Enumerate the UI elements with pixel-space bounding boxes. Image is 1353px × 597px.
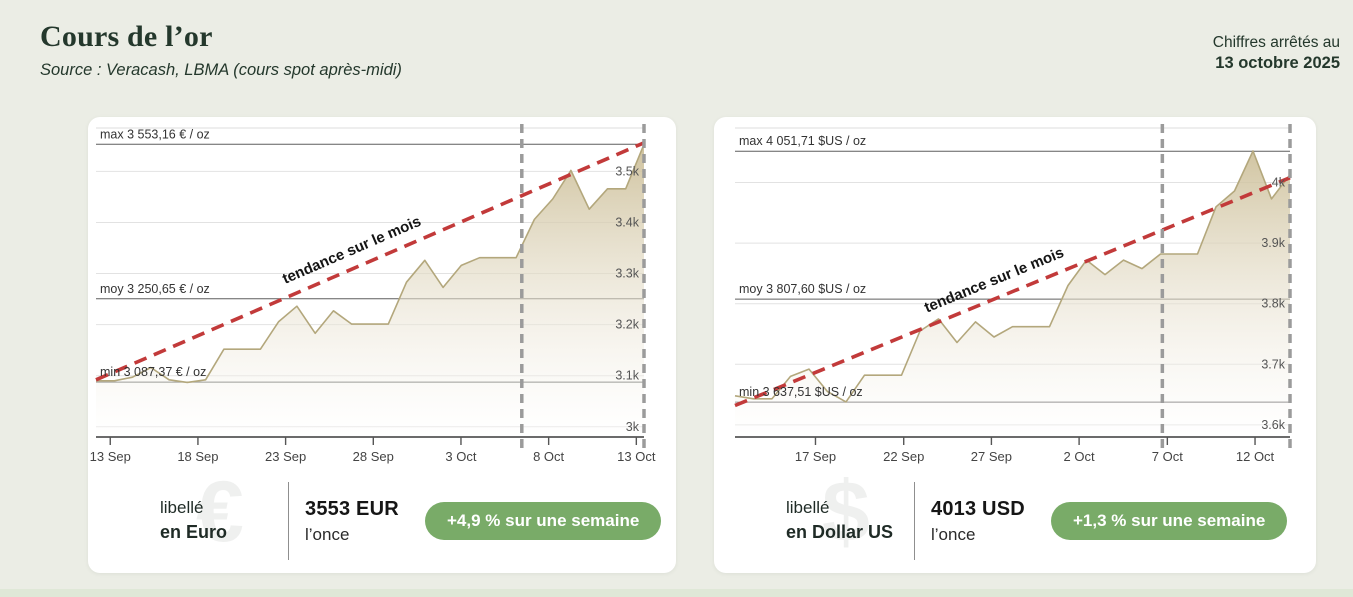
min-label: min 3 637,51 $US / oz xyxy=(739,385,863,399)
source-caption: Source : Veracash, LBMA (cours spot aprè… xyxy=(40,61,402,79)
x-tick-label: 23 Sep xyxy=(265,449,306,464)
label-bottom: en Euro xyxy=(160,522,228,543)
x-tick-label: 7 Oct xyxy=(1152,449,1183,464)
moy-label: moy 3 807,60 $US / oz xyxy=(739,282,866,296)
currency-label-usd: $ libellé en Dollar US xyxy=(786,469,904,555)
trend-line xyxy=(95,141,645,382)
trend-label: tendance sur le mois xyxy=(922,244,1067,316)
x-tick-label: 3 Oct xyxy=(445,449,476,464)
price-usd: 4013 USD l’once xyxy=(931,495,1033,547)
updated-date-value: 13 octobre 2025 xyxy=(1215,54,1340,73)
dollar-watermark-icon: $ xyxy=(822,464,870,561)
price-unit: l’once xyxy=(931,525,976,545)
updated-date: Chiffres arrêtés au 13 octobre 2025 xyxy=(1213,33,1340,75)
weekly-change-badge-usd: +1,3 % sur une semaine xyxy=(1051,502,1288,540)
x-tick-label: 18 Sep xyxy=(177,449,218,464)
y-tick-label: 3k xyxy=(626,420,640,434)
y-tick-label: 3.3k xyxy=(615,267,639,281)
euro-watermark-icon: € xyxy=(196,464,244,561)
price-unit: l’once xyxy=(305,525,350,545)
price-area xyxy=(96,144,644,438)
label-top: libellé xyxy=(160,498,204,518)
max-label: max 4 051,71 $US / oz xyxy=(739,134,866,148)
max-label: max 3 553,16 € / oz xyxy=(100,127,210,141)
currency-label-text: libellé en Dollar US xyxy=(786,497,904,544)
price-line xyxy=(734,150,1291,403)
trend-line xyxy=(734,176,1291,408)
y-tick-label: 3.9k xyxy=(1261,236,1285,250)
weekly-change-badge-eur: +4,9 % sur une semaine xyxy=(425,502,662,540)
price-area xyxy=(735,151,1290,437)
y-tick-label: 3.6k xyxy=(1261,418,1285,432)
gold-usd-chart: tendance sur le mois max 4 051,71 $US / o… xyxy=(714,117,1316,469)
gold-eur-chart: tendance sur le mois max 3 553,16 € / oz m… xyxy=(88,117,676,469)
footer-divider xyxy=(914,482,915,560)
y-tick-label: 4k xyxy=(1272,176,1286,190)
currency-label-eur: € libellé en Euro xyxy=(160,469,278,555)
label-top: libellé xyxy=(786,498,830,518)
gold-eur-card-footer: € libellé en Euro 3553 EUR l’once +4,9 %… xyxy=(88,469,676,573)
y-tick-label: 3.1k xyxy=(615,369,639,383)
updated-date-prefix: Chiffres arrêtés au xyxy=(1212,34,1340,51)
x-tick-label: 8 Oct xyxy=(533,449,564,464)
x-tick-label: 22 Sep xyxy=(883,449,924,464)
x-tick-label: 13 Sep xyxy=(90,449,131,464)
x-tick-label: 27 Sep xyxy=(971,449,1012,464)
x-tick-label: 28 Sep xyxy=(353,449,394,464)
y-tick-label: 3.2k xyxy=(615,318,639,332)
y-tick-label: 3.5k xyxy=(615,164,639,178)
page-title: Cours de l’or xyxy=(40,20,213,53)
price-value: 3553 EUR xyxy=(305,498,399,521)
min-label: min 3 087,37 € / oz xyxy=(100,365,206,379)
footer-divider xyxy=(288,482,289,560)
x-tick-label: 13 Oct xyxy=(617,449,656,464)
label-bottom: en Dollar US xyxy=(786,522,894,543)
price-value: 4013 USD xyxy=(931,498,1025,521)
gold-usd-card-footer: $ libellé en Dollar US 4013 USD l’once +… xyxy=(714,469,1316,573)
gold-eur-chart-svg: tendance sur le mois max 3 553,16 € / oz m… xyxy=(90,124,656,464)
y-tick-label: 3.8k xyxy=(1261,297,1285,311)
price-eur: 3553 EUR l’once xyxy=(305,495,407,547)
y-tick-label: 3.4k xyxy=(615,215,639,229)
moy-label: moy 3 250,65 € / oz xyxy=(100,282,210,296)
trend-label: tendance sur le mois xyxy=(280,213,424,288)
price-line xyxy=(96,143,645,384)
gold-usd-card: tendance sur le mois max 4 051,71 $US / o… xyxy=(714,117,1316,573)
x-tick-label: 2 Oct xyxy=(1064,449,1095,464)
x-tick-label: 17 Sep xyxy=(795,449,836,464)
x-tick-label: 12 Oct xyxy=(1236,449,1275,464)
gold-usd-chart-svg: tendance sur le mois max 4 051,71 $US / o… xyxy=(734,124,1292,464)
gold-eur-card: tendance sur le mois max 3 553,16 € / oz m… xyxy=(88,117,676,573)
y-tick-label: 3.7k xyxy=(1261,357,1285,371)
bottom-strip xyxy=(0,589,1353,597)
header: Cours de l’or Source : Veracash, LBMA (c… xyxy=(40,20,402,80)
currency-label-text: libellé en Euro xyxy=(160,497,278,544)
